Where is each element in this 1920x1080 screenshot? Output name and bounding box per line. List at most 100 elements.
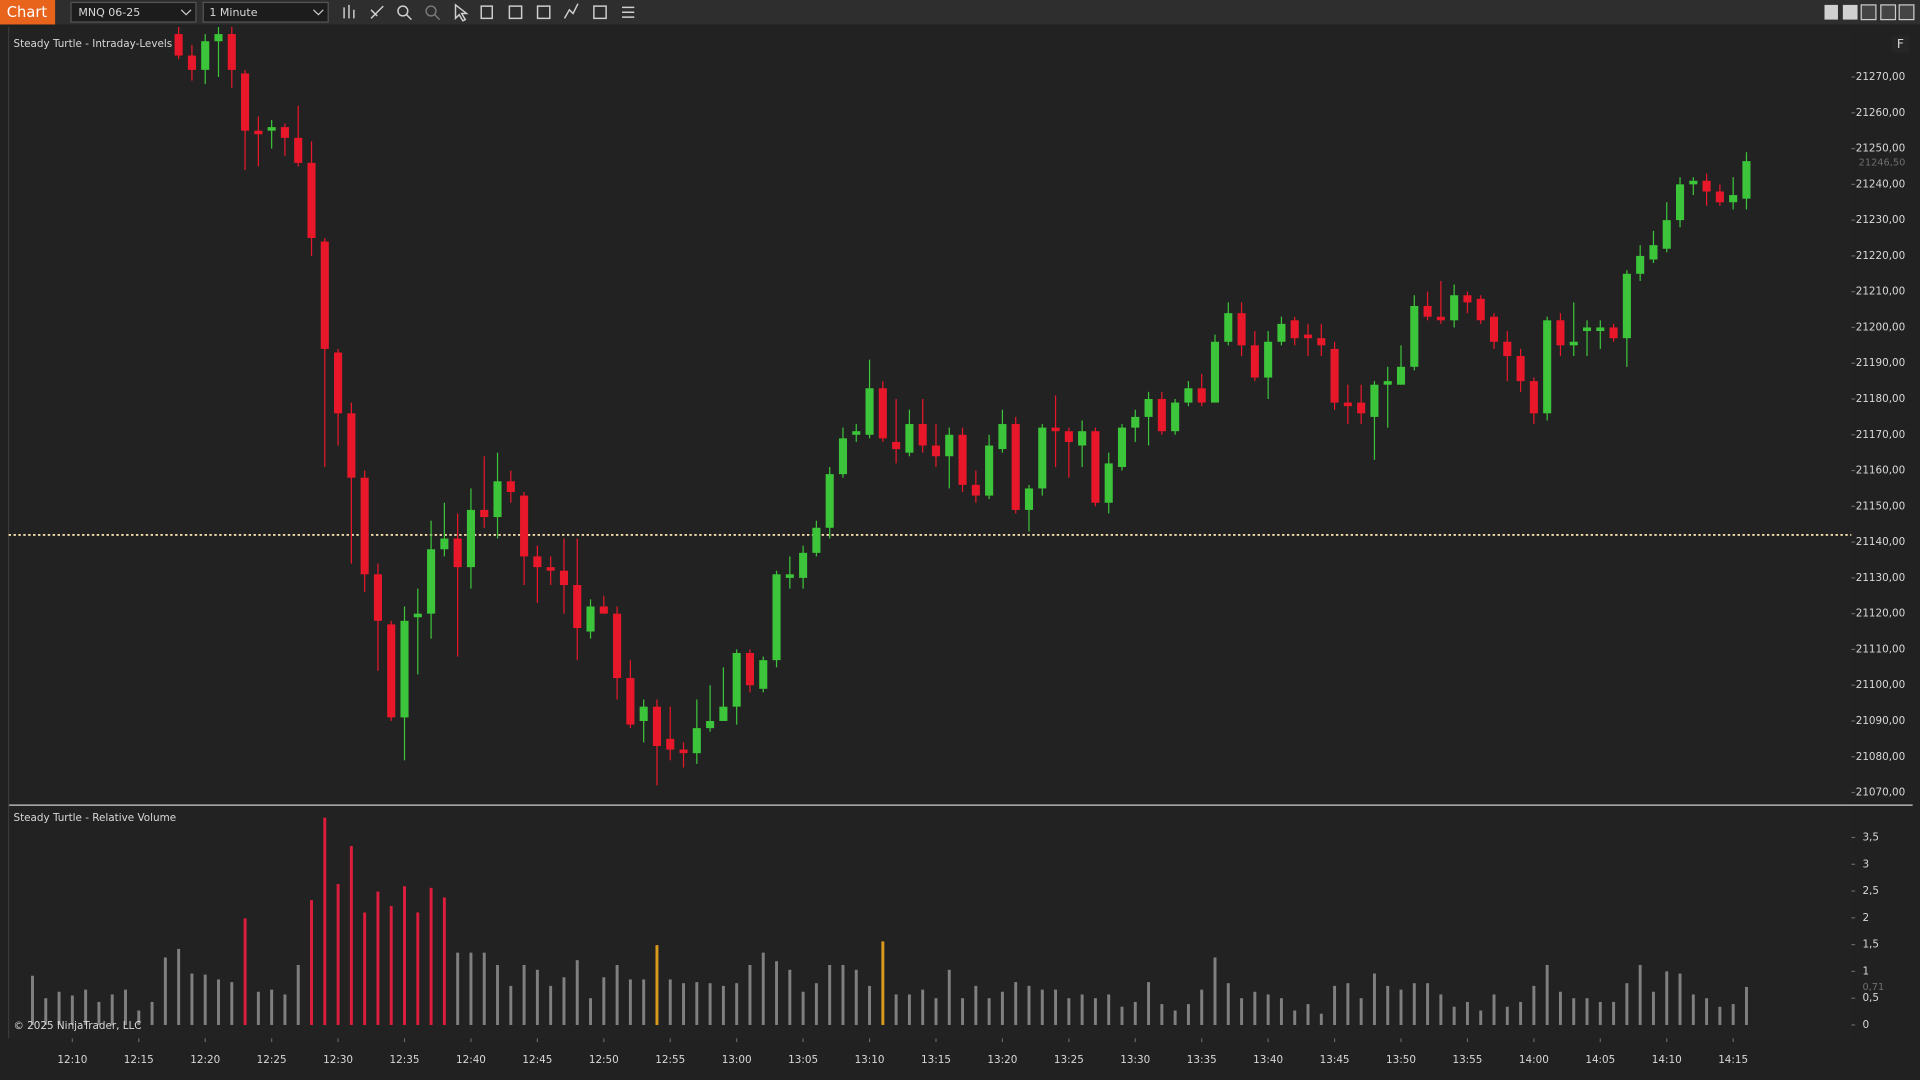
volume-bar [163, 957, 167, 1025]
candle-body [1649, 245, 1658, 260]
y-tick-label: 21120,00 [1856, 608, 1906, 620]
candle-body [1675, 184, 1685, 221]
candle-body [971, 484, 980, 496]
volume-bar [841, 964, 845, 1025]
volume-bar [1213, 957, 1217, 1025]
volume-bar [1665, 971, 1669, 1025]
y-tick-label: 21270,00 [1856, 71, 1906, 83]
candle-body [294, 137, 303, 163]
volume-bar [1147, 982, 1151, 1025]
volume-bar [243, 918, 247, 1025]
volume-bar [31, 975, 34, 1025]
candle-body [187, 55, 196, 70]
y-tick-label: 21200,00 [1856, 321, 1906, 333]
volume-bar [1386, 985, 1390, 1025]
candle-body [1317, 338, 1326, 346]
candle-body [573, 585, 582, 628]
candle-body [892, 441, 901, 450]
candle-body [1622, 273, 1631, 339]
candle-body [692, 728, 701, 754]
volume-bar [961, 998, 965, 1025]
price-panel [8, 26, 1852, 804]
dropdown-arrow [180, 9, 192, 16]
volume-bar [389, 906, 393, 1025]
volume-bar [828, 964, 832, 1025]
candle-body [1117, 427, 1127, 467]
volume-bar [894, 994, 898, 1025]
volume-tick-label: 0,5 [1862, 992, 1879, 1004]
candle-body [785, 574, 794, 578]
candle-body [1144, 399, 1153, 417]
toolbar-icons[interactable] [343, 3, 635, 22]
volume-bar [1014, 982, 1018, 1025]
candle-body [1423, 305, 1432, 317]
x-tick-label: 14:10 [1652, 1054, 1682, 1066]
volume-bar [522, 964, 526, 1025]
candle-body [613, 613, 622, 679]
volume-bar [1319, 1013, 1323, 1025]
f-button[interactable] [1891, 35, 1909, 53]
candle-body [1742, 161, 1751, 199]
candle-body [1131, 416, 1140, 428]
candle-body [1729, 195, 1738, 203]
instrument-selector[interactable] [70, 1, 197, 23]
candle-body [413, 613, 422, 618]
candle-body [825, 474, 834, 528]
volume-bar [1625, 983, 1629, 1025]
volume-bar [1439, 994, 1443, 1025]
candle-body [1038, 427, 1047, 489]
volume-bar [1718, 1006, 1722, 1025]
candle-body [1410, 305, 1419, 367]
volume-bar [1000, 991, 1004, 1025]
x-tick-label: 13:10 [855, 1054, 885, 1066]
volume-bar [442, 897, 446, 1025]
volume-bar [549, 985, 553, 1025]
candle-body [320, 241, 329, 349]
volume-bar [137, 1010, 141, 1025]
volume-bar [628, 979, 632, 1025]
volume-bar [177, 948, 181, 1025]
volume-bar [217, 979, 220, 1025]
candle-body [1343, 402, 1352, 407]
candle-body [745, 653, 755, 686]
volume-bar [761, 952, 765, 1025]
volume-bar [456, 952, 460, 1025]
candle-body [1689, 180, 1698, 185]
volume-bar [575, 960, 579, 1025]
volume-bar [655, 945, 659, 1025]
candle-body [1210, 341, 1220, 403]
candle-body [1184, 388, 1193, 403]
volume-bar [668, 979, 672, 1025]
y-tick-label: 21100,00 [1856, 679, 1906, 691]
volume-bar [1279, 998, 1283, 1025]
candle-body [1171, 402, 1180, 432]
copyright: © 2025 NinjaTrader, LLC [13, 1020, 141, 1032]
candle-body [679, 749, 688, 754]
candle-body [639, 706, 648, 721]
volume-tick-label: 2,5 [1862, 885, 1879, 897]
window-buttons[interactable] [1824, 4, 1915, 21]
interval-selector[interactable] [202, 1, 329, 23]
candle-body [241, 73, 250, 131]
volume-bar [602, 977, 606, 1025]
candle-body [1662, 220, 1671, 249]
volume-bar [376, 891, 380, 1025]
volume-bar [1333, 985, 1337, 1025]
axes: 21070,00 21080,00 21090,00 21100,00 21110,00… [57, 71, 1905, 1066]
candle-body [267, 127, 276, 131]
x-tick-label: 13:00 [722, 1054, 752, 1066]
x-tick-label: 13:40 [1253, 1054, 1283, 1066]
candle-body [440, 538, 449, 550]
volume-bar [1744, 986, 1748, 1025]
candle-body [599, 606, 608, 614]
candle-body [1157, 399, 1166, 432]
volume-bar [1612, 1001, 1616, 1025]
volume-bar [1346, 983, 1350, 1025]
candle-body [254, 130, 263, 135]
volume-bar [203, 974, 207, 1025]
candle-body [1383, 381, 1392, 385]
chart-tab[interactable] [0, 0, 56, 25]
y-tick-label: 21070,00 [1856, 787, 1906, 799]
x-tick-label: 13:20 [987, 1054, 1017, 1066]
